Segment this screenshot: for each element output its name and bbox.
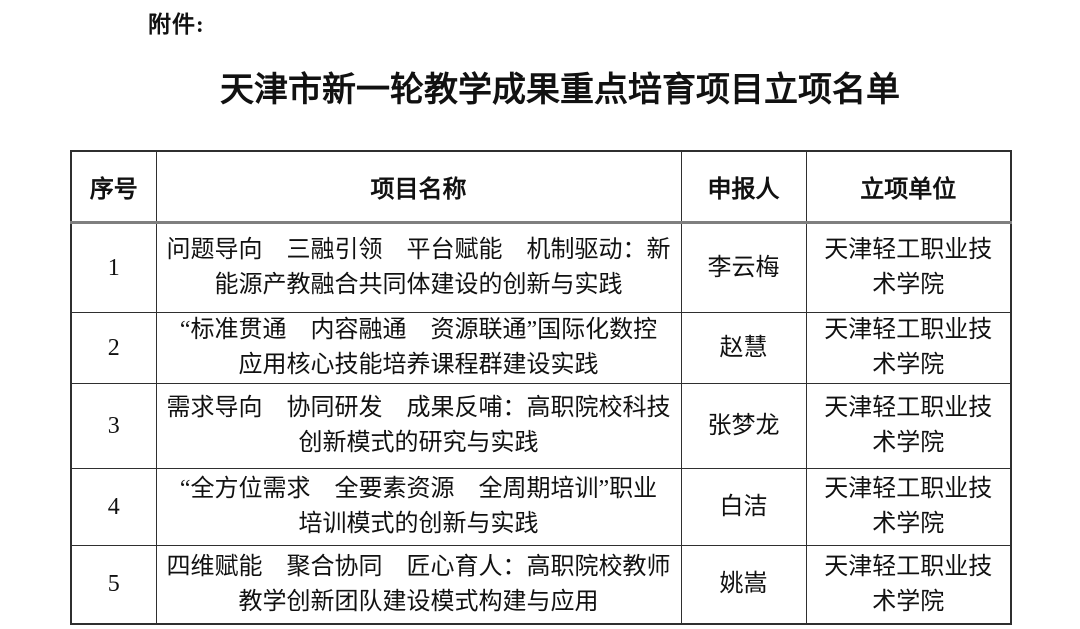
row-number-cell: 3 [70,383,157,469]
project-name-text: 需求导向 协同研发 成果反哺：高职院校科技 创新模式的研究与实践 [166,395,671,456]
project-name-text: “标准贯通 内容融通 资源联通”国际化数控 应用核心技能培养课程群建设实践 [179,317,658,378]
table-row: 4 “全方位需求 全要素资源 全周期培训”职业 培训模式的创新与实践 白洁 天津… [70,468,1012,546]
unit-cell: 天津轻工职业技术学院 [805,222,1012,313]
table-row: 1 问题导向 三融引领 平台赋能 机制驱动：新 能源产教融合共同体建设的创新与实… [70,222,1012,313]
row-number-cell: 1 [70,222,157,313]
applicant-cell: 白洁 [680,468,807,546]
project-name-text: 四维赋能 聚合协同 匠心育人：高职院校教师 教学创新团队建设模式构建与应用 [166,553,671,615]
project-name-text: 问题导向 三融引领 平台赋能 机制驱动：新 能源产教融合共同体建设的创新与实践 [166,237,671,298]
project-name-cell: “标准贯通 内容融通 资源联通”国际化数控 应用核心技能培养课程群建设实践 [155,312,682,384]
unit-text: 天津轻工职业技术学院 [824,553,993,615]
applicant-cell: 李云梅 [680,222,807,313]
row-number-cell: 5 [70,545,157,625]
unit-cell: 天津轻工职业技术学院 [805,383,1012,469]
page-title: 天津市新一轮教学成果重点培育项目立项名单 [220,72,900,109]
project-name-cell: “全方位需求 全要素资源 全周期培训”职业 培训模式的创新与实践 [155,468,682,546]
unit-text: 天津轻工职业技术学院 [824,395,993,456]
project-name-cell: 问题导向 三融引领 平台赋能 机制驱动：新 能源产教融合共同体建设的创新与实践 [155,222,682,313]
unit-cell: 天津轻工职业技术学院 [805,312,1012,384]
project-name-text: “全方位需求 全要素资源 全周期培训”职业 培训模式的创新与实践 [179,476,658,537]
header-applicant: 申报人 [680,150,807,224]
unit-text: 天津轻工职业技术学院 [824,317,993,378]
project-table: 序号 项目名称 申报人 立项单位 1 问题导向 三融引领 平台赋能 机制驱动：新… [70,150,1012,625]
applicant-cell: 姚嵩 [680,545,807,625]
unit-cell: 天津轻工职业技术学院 [805,468,1012,546]
unit-cell: 天津轻工职业技术学院 [805,545,1012,625]
table-row: 2 “标准贯通 内容融通 资源联通”国际化数控 应用核心技能培养课程群建设实践 … [70,312,1012,384]
table-row: 5 四维赋能 聚合协同 匠心育人：高职院校教师 教学创新团队建设模式构建与应用 … [70,545,1012,625]
project-name-cell: 四维赋能 聚合协同 匠心育人：高职院校教师 教学创新团队建设模式构建与应用 [155,545,682,625]
header-unit: 立项单位 [805,150,1012,224]
table-row: 3 需求导向 协同研发 成果反哺：高职院校科技 创新模式的研究与实践 张梦龙 天… [70,383,1012,469]
unit-text: 天津轻工职业技术学院 [824,237,993,298]
row-number-cell: 2 [70,312,157,384]
applicant-cell: 张梦龙 [680,383,807,469]
table-header-row: 序号 项目名称 申报人 立项单位 [70,150,1012,224]
project-name-cell: 需求导向 协同研发 成果反哺：高职院校科技 创新模式的研究与实践 [155,383,682,469]
header-no: 序号 [70,150,157,224]
row-number-cell: 4 [70,468,157,546]
header-project-name: 项目名称 [155,150,682,224]
applicant-cell: 赵慧 [680,312,807,384]
attachment-label: 附件: [148,12,205,37]
unit-text: 天津轻工职业技术学院 [824,476,993,537]
